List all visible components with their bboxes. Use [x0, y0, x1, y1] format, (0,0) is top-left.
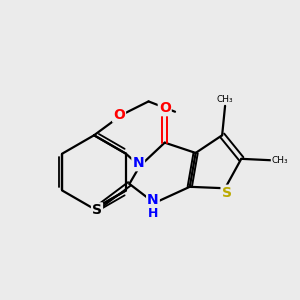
Text: CH₃: CH₃: [271, 156, 288, 165]
Text: S: S: [92, 203, 102, 218]
Text: H: H: [148, 207, 158, 220]
Text: S: S: [222, 186, 232, 200]
Text: CH₃: CH₃: [217, 95, 233, 104]
Text: O: O: [113, 108, 125, 122]
Text: O: O: [159, 101, 171, 115]
Text: N: N: [132, 156, 144, 170]
Text: N: N: [147, 193, 159, 207]
